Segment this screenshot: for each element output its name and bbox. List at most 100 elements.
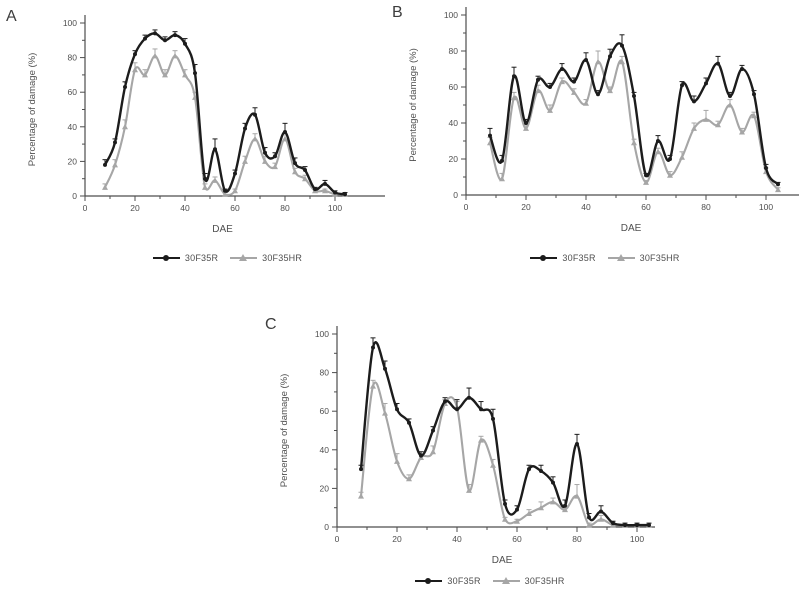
x-tick-label: 80	[701, 202, 711, 212]
legend-item-30f35r: 30F35R	[415, 576, 480, 586]
series-30F35R-point-marker	[273, 154, 277, 159]
series-30F35R-point-marker	[536, 77, 540, 82]
x-tick-label: 80	[572, 534, 582, 544]
series-30F35HR-point-marker	[232, 187, 238, 194]
series-30F35R-point-marker	[233, 171, 237, 176]
series-30F35HR-point-marker	[132, 66, 138, 73]
y-tick-label: 20	[68, 156, 78, 166]
series-30F35R-point-marker	[563, 503, 567, 508]
series-30F35HR-point-marker	[559, 78, 565, 85]
series-30F35R-point-marker	[283, 129, 287, 134]
legend-label-30f35r: 30F35R	[562, 253, 596, 263]
series-30F35R-point-marker	[587, 515, 591, 520]
x-tick-label: 40	[452, 534, 462, 544]
series-30F35R-point-marker	[133, 52, 137, 57]
series-30F35HR-group	[487, 50, 781, 193]
series-30F35HR-point-marker	[478, 437, 484, 443]
x-tick-label: 20	[130, 203, 140, 213]
series-30F35R-point-marker	[343, 192, 347, 197]
series-30F35R-point-marker	[407, 420, 411, 425]
x-tick-label: 0	[335, 534, 340, 544]
series-30F35HR-point-marker	[252, 135, 258, 142]
x-axis-title: DAE	[212, 224, 233, 235]
y-axis-title: Percentage of damage (%)	[27, 53, 38, 167]
series-30F35R-point-marker	[620, 43, 624, 48]
panel-b-label: B	[392, 4, 404, 21]
series-30F35HR-point-marker	[282, 135, 288, 142]
series-30F35R-point-marker	[512, 74, 516, 79]
series-30F35HR-point-marker	[538, 504, 544, 511]
series-30F35R-point-marker	[243, 126, 247, 131]
legend-item-30f35hr: 30F35HR	[230, 253, 302, 263]
series-30F35HR-point-marker	[370, 383, 376, 389]
series-30F35R-point-marker	[491, 416, 495, 421]
y-tick-label: 20	[449, 154, 459, 164]
black-line-dot-icon	[152, 254, 180, 262]
y-tick-label: 80	[320, 368, 330, 378]
series-30F35HR-point-marker	[598, 516, 604, 522]
series-30F35R-group	[358, 337, 652, 528]
y-tick-label: 40	[449, 118, 459, 128]
gray-line-triangle-icon	[607, 254, 635, 262]
series-30F35R-point-marker	[515, 507, 519, 512]
series-30F35HR-point-marker	[679, 154, 685, 160]
series-30F35R-point-marker	[596, 92, 600, 97]
series-30F35HR-curve	[488, 59, 780, 191]
series-30F35HR-point-marker	[172, 52, 178, 59]
series-30F35R-point-marker	[680, 83, 684, 88]
chart-c-plot: 0 20 40 60 80 100 0 20 40 60 80 100 Percentage of da…	[279, 326, 655, 566]
x-tick-label: 60	[230, 203, 240, 213]
series-30F35R-point-marker	[173, 33, 177, 38]
series-30F35HR-point-marker	[562, 506, 568, 513]
series-30F35HR-point-marker	[586, 522, 592, 528]
series-30F35HR-point-marker	[574, 493, 580, 499]
y-tick-label: 100	[63, 18, 77, 28]
y-tick-label: 100	[315, 329, 329, 339]
series-30F35HR-point-marker	[775, 186, 781, 193]
x-tick-label: 0	[83, 203, 88, 213]
series-30F35HR-point-marker	[631, 139, 637, 146]
series-30F35HR-point-marker	[571, 89, 577, 95]
panel-c-label: C	[265, 316, 278, 333]
series-30F35R-point-marker	[103, 162, 107, 167]
legend-label-30f35r: 30F35R	[184, 253, 219, 263]
series-30F35R-point-marker	[539, 469, 543, 474]
series-30F35R-point-marker	[193, 71, 197, 76]
series-30F35R-point-marker	[163, 38, 167, 43]
series-30F35R-point-marker	[548, 85, 552, 89]
y-tick-label: 80	[449, 46, 459, 56]
x-tick-label: 100	[759, 202, 773, 212]
y-tick-label: 0	[324, 522, 329, 532]
x-axis-title: DAE	[492, 555, 513, 566]
series-30F35R-point-marker	[716, 61, 720, 66]
series-30F35R-point-marker	[527, 467, 531, 472]
series-30F35HR-point-marker	[466, 487, 472, 493]
series-30F35R-point-marker	[263, 150, 267, 155]
series-30F35R-group	[487, 34, 781, 187]
series-30F35HR-point-marker	[292, 168, 298, 175]
series-30F35R-point-marker	[647, 523, 651, 528]
series-30F35HR-point-marker	[547, 107, 553, 113]
series-30F35R-point-marker	[692, 99, 696, 104]
y-tick-label: 60	[68, 87, 78, 97]
series-30F35R-point-marker	[644, 173, 648, 178]
black-line-dot-icon	[530, 254, 558, 262]
gray-line-triangle-icon	[230, 254, 258, 262]
series-30F35HR-point-marker	[691, 125, 697, 131]
series-30F35HR-point-marker	[595, 58, 601, 65]
series-30F35R-point-marker	[123, 85, 127, 90]
chart-a-plot: 0 20 40 60 80 100 0 20 40 60 80 100 Percentage of da…	[27, 15, 385, 235]
legend-item-30f35hr: 30F35HR	[492, 576, 565, 586]
series-30F35HR-point-marker	[499, 175, 505, 182]
series-30F35R-point-marker	[303, 168, 307, 173]
series-30F35HR-point-marker	[242, 158, 248, 164]
series-30F35HR-point-marker	[535, 87, 541, 94]
series-30F35R-point-marker	[431, 428, 435, 433]
legend-label-30f35hr: 30F35HR	[639, 253, 680, 263]
series-30F35HR-point-marker	[667, 172, 673, 178]
series-30F35HR-point-marker	[511, 94, 517, 101]
series-30F35R-point-marker	[213, 147, 217, 152]
legend-label-30f35r: 30F35R	[447, 576, 481, 586]
series-30F35R-point-marker	[728, 94, 732, 98]
series-30F35R-point-marker	[500, 158, 504, 163]
